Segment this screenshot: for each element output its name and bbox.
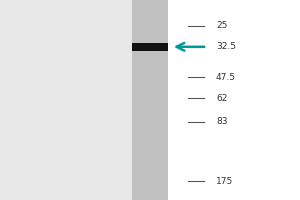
Text: 47.5: 47.5: [216, 73, 236, 82]
Text: 32.5: 32.5: [216, 42, 236, 51]
Text: 62: 62: [216, 94, 227, 103]
Text: 25: 25: [216, 21, 227, 30]
Text: 175: 175: [216, 177, 233, 186]
Bar: [132, 0, 168, 200]
Text: 83: 83: [216, 117, 227, 126]
Bar: [0, 0, 168, 200]
Bar: [132, 43, 168, 51]
